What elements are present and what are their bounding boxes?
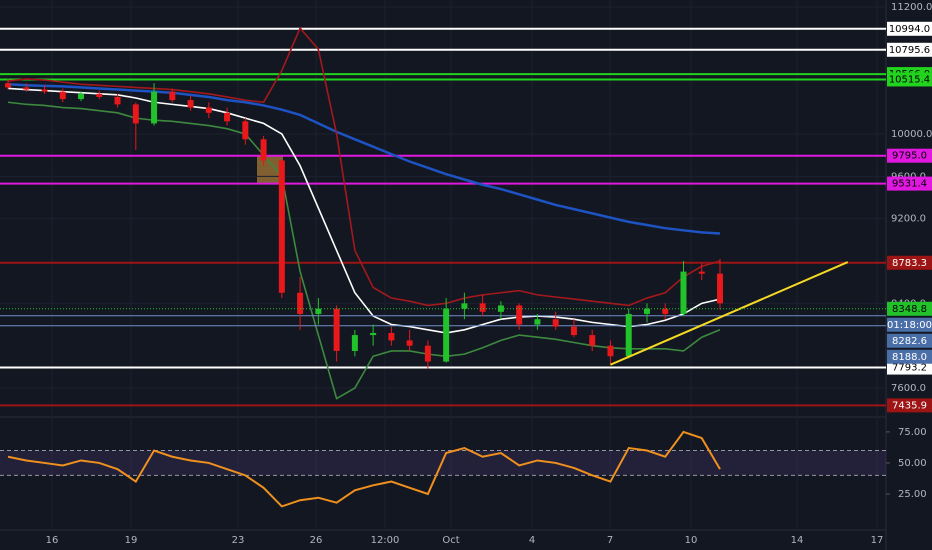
- x-tick-label: 23: [232, 535, 245, 546]
- candle-body: [333, 308, 340, 351]
- candle-body: [662, 308, 669, 314]
- candle-body: [443, 308, 450, 362]
- candle-body: [479, 303, 486, 312]
- rsi-tick-label: 75.00: [898, 427, 927, 438]
- candle-body: [570, 326, 577, 336]
- level-label-bg: [887, 42, 932, 57]
- candle-body: [461, 303, 468, 309]
- candle-body: [717, 273, 723, 304]
- x-tick-label: 19: [125, 535, 138, 546]
- overlay-line: [7, 101, 721, 400]
- candle-body: [643, 308, 650, 314]
- x-tick-label: 26: [310, 535, 323, 546]
- y-tick-label: 9200.0: [891, 214, 926, 225]
- rsi-band-fill: [0, 450, 886, 476]
- candle-body: [59, 91, 66, 100]
- candle-body: [23, 87, 30, 90]
- candle-body: [625, 313, 632, 357]
- level-label: 10795.6: [889, 45, 930, 56]
- candle-body: [607, 345, 614, 357]
- candle-body: [370, 332, 377, 336]
- level-label-bg: [887, 21, 932, 36]
- level-label-bg: [887, 72, 932, 87]
- marker-label-bg: [887, 333, 932, 348]
- countdown-label-bg: [887, 317, 932, 332]
- rsi-tick-label: 25.00: [898, 489, 927, 500]
- level-label-bg: [887, 255, 932, 270]
- candle-body: [388, 332, 395, 341]
- rsi-tick-label: 50.00: [898, 458, 927, 469]
- candle-body: [315, 308, 322, 314]
- candle-body: [96, 93, 103, 97]
- x-tick-label: 17: [871, 535, 884, 546]
- candle-body: [187, 100, 194, 108]
- candle-body: [406, 340, 413, 346]
- x-tick-label: 4: [529, 535, 535, 546]
- candle-body: [260, 139, 267, 161]
- candle-body: [132, 104, 139, 124]
- rsi-line: [7, 430, 721, 508]
- candle-body: [114, 96, 121, 105]
- level-label-bg: [887, 360, 932, 375]
- candle-body: [424, 345, 431, 362]
- level-label-bg: [887, 398, 932, 413]
- level-label: 9531.4: [892, 179, 927, 190]
- marker-label-bg: [887, 349, 932, 364]
- y-tick-label: 11200.0: [891, 2, 932, 13]
- x-tick-label: 14: [791, 535, 804, 546]
- level-label: 9795.0: [892, 151, 927, 162]
- level-label: 10994.0: [889, 24, 930, 35]
- marker-label: 8188.0: [892, 352, 927, 363]
- candle-body: [224, 112, 231, 122]
- candle-body: [680, 271, 687, 314]
- candle-body: [516, 305, 523, 325]
- x-tick-label: 7: [607, 535, 613, 546]
- countdown-label: 01:18:00: [887, 320, 932, 331]
- candle-body: [534, 319, 541, 325]
- x-tick-label: 12:00: [371, 535, 400, 546]
- candle-body: [497, 305, 504, 312]
- y-tick-label: 7600.0: [891, 383, 926, 394]
- x-tick-label: 16: [46, 535, 59, 546]
- candle-body: [169, 91, 176, 101]
- candle-body: [242, 121, 249, 140]
- level-label-bg: [887, 148, 932, 163]
- overlay-line: [7, 26, 721, 307]
- y-tick-label: 10000.0: [891, 129, 932, 140]
- x-tick-label: Oct: [442, 535, 459, 546]
- candle-body: [552, 319, 559, 327]
- level-label: 7435.9: [892, 400, 927, 411]
- candle-body: [5, 83, 11, 88]
- last-price-label: 8348.8: [892, 304, 927, 315]
- candle-body: [151, 91, 158, 124]
- candle-body: [205, 107, 212, 113]
- candle-body: [351, 335, 358, 351]
- overlay-line: [7, 83, 721, 235]
- level-label: 10515.4: [889, 74, 930, 85]
- level-label-bg: [887, 176, 932, 191]
- overlay-line: [7, 87, 721, 334]
- candle-body: [41, 89, 48, 92]
- candle-body: [278, 160, 285, 293]
- candle-body: [297, 292, 304, 314]
- highlight-box: [257, 156, 283, 184]
- level-label: 7793.2: [892, 363, 927, 374]
- candle-body: [78, 93, 85, 100]
- trendline: [610, 261, 849, 366]
- x-tick-label: 10: [685, 535, 698, 546]
- candle-body: [698, 271, 705, 274]
- marker-label: 8282.6: [892, 336, 927, 347]
- candle-body: [589, 335, 596, 346]
- level-label: 8783.3: [892, 258, 927, 269]
- last-price-label-bg: [887, 301, 932, 316]
